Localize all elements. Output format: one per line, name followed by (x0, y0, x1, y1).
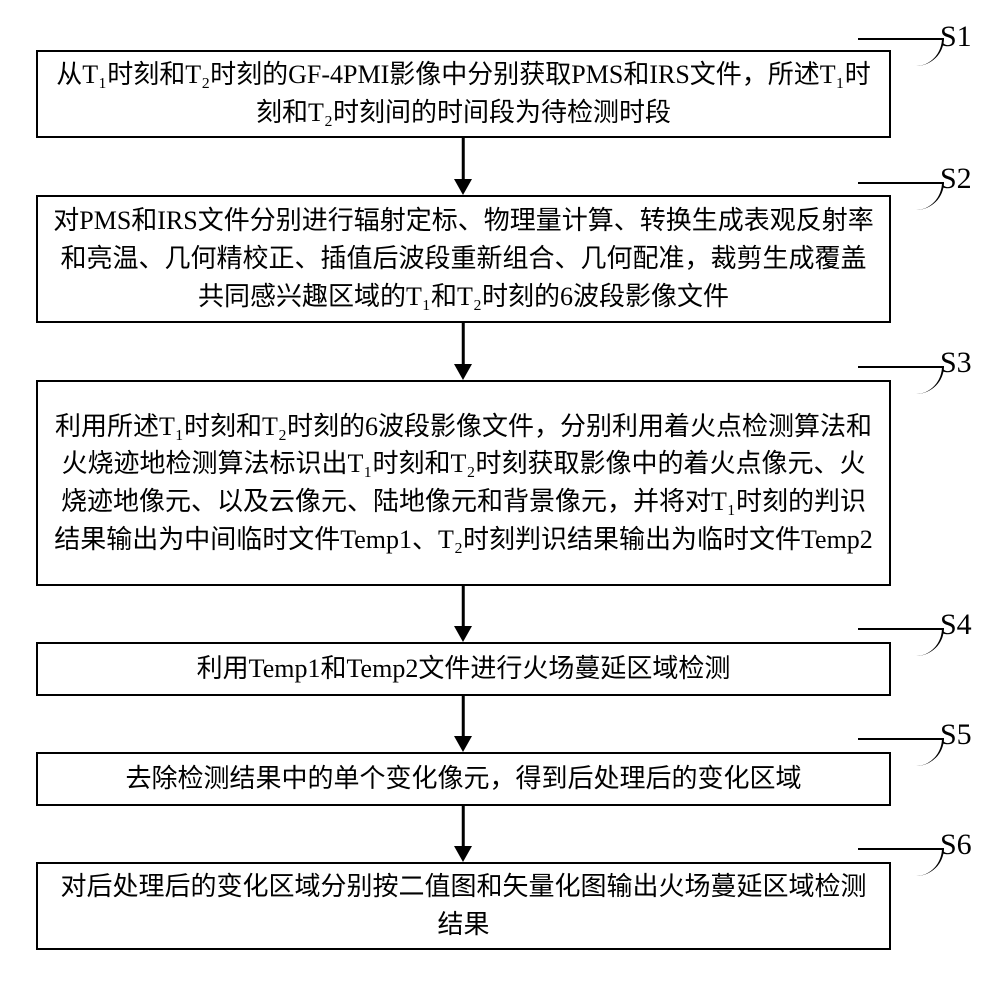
label-s6: S6 (940, 828, 972, 862)
step-s1-text: 从T₁时刻和T₂时刻的GF-4PMI影像中分别获取PMS和IRS文件，所述T₁时… (52, 56, 875, 131)
arrow-head-s3-s4 (454, 626, 472, 642)
step-s5-text: 去除检测结果中的单个变化像元，得到后处理后的变化区域 (125, 760, 801, 798)
step-s2: 对PMS和IRS文件分别进行辐射定标、物理量计算、转换生成表观反射率和亮温、几何… (36, 195, 891, 323)
arrow-head-s1-s2 (454, 179, 472, 195)
arrow-s1-s2 (462, 138, 465, 179)
step-s6: 对后处理后的变化区域分别按二值图和矢量化图输出火场蔓延区域检测结果 (36, 862, 891, 950)
callout-s3 (858, 366, 944, 394)
label-s2: S2 (940, 162, 972, 196)
callout-s6 (858, 848, 944, 876)
flowchart-canvas: 从T₁时刻和T₂时刻的GF-4PMI影像中分别获取PMS和IRS文件，所述T₁时… (0, 0, 1000, 988)
arrow-head-s2-s3 (454, 364, 472, 380)
label-s5: S5 (940, 718, 972, 752)
arrow-s2-s3 (462, 323, 465, 364)
arrow-s5-s6 (462, 806, 465, 846)
step-s4: 利用Temp1和Temp2文件进行火场蔓延区域检测 (36, 642, 891, 696)
arrow-head-s4-s5 (454, 736, 472, 752)
arrow-s3-s4 (462, 586, 465, 626)
step-s5: 去除检测结果中的单个变化像元，得到后处理后的变化区域 (36, 752, 891, 806)
label-s4: S4 (940, 608, 972, 642)
step-s3-text: 利用所述T₁时刻和T₂时刻的6波段影像文件，分别利用着火点检测算法和火烧迹地检测… (52, 408, 875, 559)
step-s1: 从T₁时刻和T₂时刻的GF-4PMI影像中分别获取PMS和IRS文件，所述T₁时… (36, 50, 891, 138)
callout-s4 (858, 628, 944, 656)
callout-s5 (858, 738, 944, 766)
label-s1: S1 (940, 20, 972, 54)
arrow-s4-s5 (462, 696, 465, 736)
step-s4-text: 利用Temp1和Temp2文件进行火场蔓延区域检测 (197, 650, 731, 688)
step-s6-text: 对后处理后的变化区域分别按二值图和矢量化图输出火场蔓延区域检测结果 (52, 868, 875, 943)
label-s3: S3 (940, 346, 972, 380)
step-s3: 利用所述T₁时刻和T₂时刻的6波段影像文件，分别利用着火点检测算法和火烧迹地检测… (36, 380, 891, 586)
callout-s1 (858, 38, 944, 66)
arrow-head-s5-s6 (454, 846, 472, 862)
step-s2-text: 对PMS和IRS文件分别进行辐射定标、物理量计算、转换生成表观反射率和亮温、几何… (52, 202, 875, 315)
callout-s2 (858, 182, 944, 210)
